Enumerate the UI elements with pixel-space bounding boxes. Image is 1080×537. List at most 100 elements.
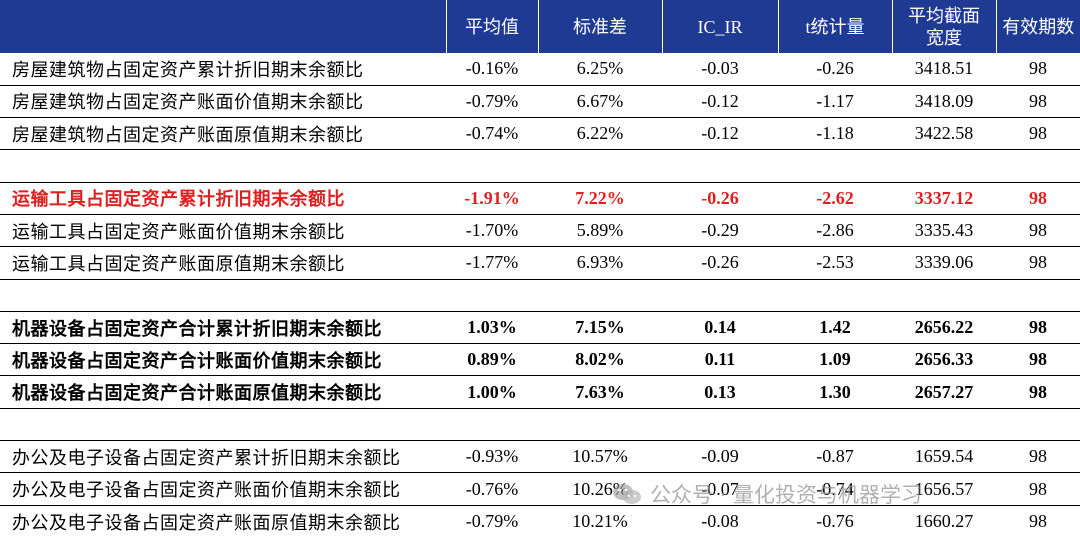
mean-cell: -0.16% xyxy=(446,53,538,86)
row-name: 运输工具占固定资产累计折旧期末余额比 xyxy=(0,182,446,215)
table-row: 房屋建筑物占固定资产账面原值期末余额比 -0.74% 6.22% -0.12 -1.18… xyxy=(0,117,1080,151)
std-cell xyxy=(538,408,662,442)
ic-ir-cell: -0.07 xyxy=(662,472,778,506)
avg-width-cell: 3339.06 xyxy=(892,246,996,280)
header-ic-ir: IC_IR xyxy=(662,0,779,53)
t-stat-cell: -2.86 xyxy=(778,214,892,248)
table-row: 办公及电子设备占固定资产账面原值期末余额比 -0.79% 10.21% -0.08 -0… xyxy=(0,505,1080,537)
header-mean: 平均值 xyxy=(446,0,539,53)
table-row: 运输工具占固定资产账面原值期末余额比 -1.77% 6.93% -0.26 -2.53 3… xyxy=(0,246,1080,280)
valid-periods-cell: 98 xyxy=(996,214,1080,248)
avg-width-cell: 1656.57 xyxy=(892,472,996,506)
header-valid-periods: 有效期数 xyxy=(996,0,1080,53)
mean-cell: -0.79% xyxy=(446,85,538,119)
table-row: 房屋建筑物占固定资产累计折旧期末余额比 -0.16% 6.25% -0.03 -0.26… xyxy=(0,53,1080,86)
ic-ir-cell xyxy=(662,279,778,312)
table-row: 办公及电子设备占固定资产累计折旧期末余额比 -0.93% 10.57% -0.09 -0… xyxy=(0,440,1080,474)
t-stat-cell: -1.18 xyxy=(778,117,892,151)
t-stat-cell xyxy=(778,408,892,442)
table-row: 机器设备占固定资产合计账面原值期末余额比 1.00% 7.63% 0.13 1.30 26… xyxy=(0,375,1080,409)
ic-ir-cell: -0.09 xyxy=(662,440,778,474)
row-name: 机器设备占固定资产合计账面价值期末余额比 xyxy=(0,343,446,377)
row-name: 办公及电子设备占固定资产累计折旧期末余额比 xyxy=(0,440,446,474)
header-avg-width-label: 平均截面宽度 xyxy=(908,5,980,48)
header-t-stat: t统计量 xyxy=(778,0,893,53)
mean-cell: -0.79% xyxy=(465,511,519,532)
std-cell: 6.25% xyxy=(538,53,662,86)
t-stat-cell: 1.42 xyxy=(778,311,892,345)
row-name: 房屋建筑物占固定资产累计折旧期末余额比 xyxy=(0,53,446,86)
spacer-row xyxy=(0,149,1080,183)
valid-periods-cell: 98 xyxy=(996,246,1080,280)
avg-width-cell: 3422.58 xyxy=(892,117,996,151)
t-stat-cell: -0.87 xyxy=(778,440,892,474)
table-row: 运输工具占固定资产累计折旧期末余额比 -1.91% 7.22% -0.26 -2.62 3… xyxy=(0,182,1080,215)
mean-cell xyxy=(446,149,538,183)
header-avg-width: 平均截面宽度 xyxy=(892,0,997,53)
t-stat-cell: 1.30 xyxy=(778,375,892,409)
t-stat-cell: -0.76 xyxy=(816,511,854,532)
avg-width-cell: 3418.51 xyxy=(892,53,996,86)
row-name: 运输工具占固定资产账面价值期末余额比 xyxy=(0,214,446,248)
mean-cell: -1.70% xyxy=(446,214,538,248)
t-stat-cell: -2.53 xyxy=(778,246,892,280)
ic-ir-cell: -0.26 xyxy=(662,246,778,280)
std-cell: 10.21% xyxy=(572,511,628,532)
std-cell: 8.02% xyxy=(538,343,662,377)
t-stat-cell xyxy=(778,149,892,183)
valid-periods-cell: 98 xyxy=(996,375,1080,409)
table-row: 房屋建筑物占固定资产账面价值期末余额比 -0.79% 6.67% -0.12 -1.17… xyxy=(0,85,1080,119)
std-cell: 7.22% xyxy=(538,182,662,215)
avg-width-cell: 3335.43 xyxy=(892,214,996,248)
t-stat-cell: -0.26 xyxy=(778,53,892,86)
row-name: 办公及电子设备占固定资产账面原值期末余额比 xyxy=(12,512,401,533)
avg-width-cell xyxy=(892,149,996,183)
header-std: 标准差 xyxy=(538,0,663,53)
std-cell: 6.22% xyxy=(538,117,662,151)
avg-width-cell: 3418.09 xyxy=(892,85,996,119)
ic-ir-cell xyxy=(662,149,778,183)
row-name: 房屋建筑物占固定资产账面价值期末余额比 xyxy=(0,85,446,119)
mean-cell xyxy=(446,408,538,442)
row-name xyxy=(0,149,446,183)
mean-cell: -1.91% xyxy=(446,182,538,215)
avg-width-cell: 2657.27 xyxy=(892,375,996,409)
mean-cell: 1.03% xyxy=(446,311,538,345)
avg-width-cell: 2656.22 xyxy=(892,311,996,345)
valid-periods-cell: 98 xyxy=(996,117,1080,151)
ic-ir-cell: -0.26 xyxy=(662,182,778,215)
avg-width-cell: 1660.27 xyxy=(914,511,974,532)
spacer-row xyxy=(0,408,1080,442)
t-stat-cell: -2.62 xyxy=(778,182,892,215)
std-cell: 7.63% xyxy=(538,375,662,409)
avg-width-cell xyxy=(892,279,996,312)
mean-cell: -0.93% xyxy=(446,440,538,474)
std-cell xyxy=(538,149,662,183)
std-cell: 6.67% xyxy=(538,85,662,119)
row-name: 运输工具占固定资产账面原值期末余额比 xyxy=(0,246,446,280)
avg-width-cell xyxy=(892,408,996,442)
valid-periods-cell: 98 xyxy=(996,472,1080,506)
std-cell: 10.57% xyxy=(538,440,662,474)
row-name: 机器设备占固定资产合计账面原值期末余额比 xyxy=(0,375,446,409)
ic-ir-cell xyxy=(662,408,778,442)
mean-cell: -0.74% xyxy=(446,117,538,151)
mean-cell: 0.89% xyxy=(446,343,538,377)
table-row: 办公及电子设备占固定资产账面价值期末余额比 -0.76% 10.26% -0.07 -0… xyxy=(0,472,1080,506)
valid-periods-cell: 98 xyxy=(996,440,1080,474)
row-name xyxy=(0,279,446,312)
valid-periods-cell: 98 xyxy=(996,85,1080,119)
header-blank xyxy=(0,0,447,53)
row-name: 机器设备占固定资产合计累计折旧期末余额比 xyxy=(0,311,446,345)
table-row: 机器设备占固定资产合计账面价值期末余额比 0.89% 8.02% 0.11 1.09 26… xyxy=(0,343,1080,377)
valid-periods-cell: 98 xyxy=(996,182,1080,215)
row-name: 办公及电子设备占固定资产账面价值期末余额比 xyxy=(0,472,446,506)
ic-ir-cell: -0.12 xyxy=(662,117,778,151)
spacer-row xyxy=(0,279,1080,312)
std-cell: 7.15% xyxy=(538,311,662,345)
mean-cell xyxy=(446,279,538,312)
ic-ir-cell: 0.11 xyxy=(662,343,778,377)
valid-periods-cell xyxy=(996,279,1080,312)
valid-periods-cell: 98 xyxy=(996,311,1080,345)
